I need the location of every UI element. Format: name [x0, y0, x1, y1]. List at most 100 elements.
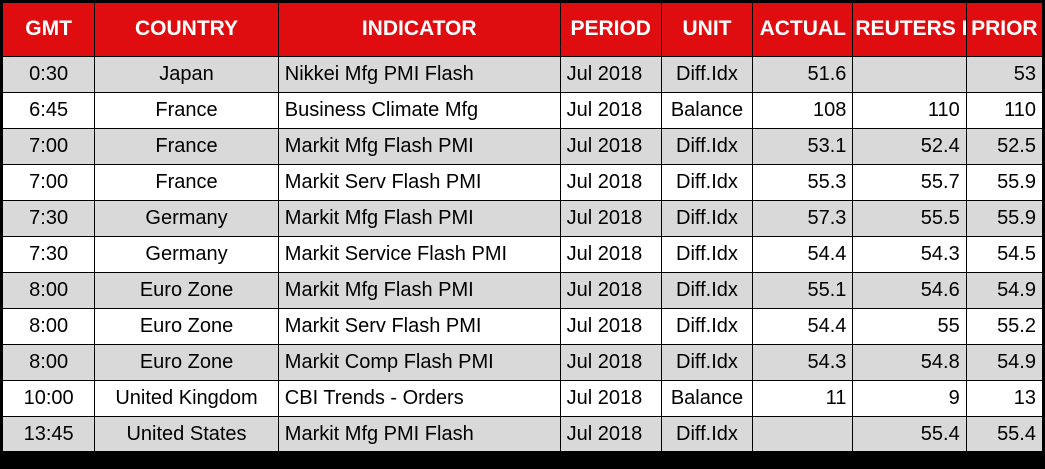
- cell-period: Jul 2018: [559, 92, 662, 129]
- column-header-gmt: GMT: [0, 1, 96, 57]
- cell-indicator: Markit Service Flash PMI: [277, 236, 561, 273]
- cell-prior: 52.5: [965, 128, 1045, 165]
- cell-gmt: 8:00: [0, 308, 96, 345]
- column-header-prior: PRIOR: [965, 1, 1045, 57]
- cell-country: Euro Zone: [94, 272, 279, 309]
- cell-period: Jul 2018: [559, 344, 662, 381]
- cell-unit: Diff.Idx: [660, 272, 754, 309]
- cell-country: Japan: [94, 56, 279, 93]
- table-row: 10:00 United Kingdom CBI Trends - Orders…: [0, 380, 1045, 417]
- cell-unit: Balance: [660, 92, 754, 129]
- cell-unit: Diff.Idx: [660, 416, 754, 453]
- cell-actual: 54.3: [752, 344, 854, 381]
- table-row: 8:00 Euro Zone Markit Serv Flash PMI Jul…: [0, 308, 1045, 345]
- cell-prior: 54.9: [965, 344, 1045, 381]
- cell-prior: 13: [965, 380, 1045, 417]
- cell-reuters-poll: 54.8: [852, 344, 967, 381]
- cell-prior: 55.9: [965, 200, 1045, 237]
- cell-prior: 55.4: [965, 416, 1045, 453]
- cell-prior: 55.9: [965, 164, 1045, 201]
- table-row: 13:45 United States Markit Mfg PMI Flash…: [0, 416, 1045, 453]
- table-row: 7:00 France Markit Serv Flash PMI Jul 20…: [0, 164, 1045, 201]
- cell-gmt: 7:30: [0, 236, 96, 273]
- table-row: 0:30 Japan Nikkei Mfg PMI Flash Jul 2018…: [0, 56, 1045, 93]
- cell-indicator: Nikkei Mfg PMI Flash: [277, 56, 561, 93]
- cell-indicator: Markit Serv Flash PMI: [277, 164, 561, 201]
- cell-indicator: Markit Comp Flash PMI: [277, 344, 561, 381]
- cell-reuters-poll: 110: [852, 92, 967, 129]
- cell-period: Jul 2018: [559, 56, 662, 93]
- cell-country: Germany: [94, 200, 279, 237]
- column-header-period: PERIOD: [559, 1, 662, 57]
- cell-unit: Diff.Idx: [660, 236, 754, 273]
- cell-unit: Diff.Idx: [660, 308, 754, 345]
- cell-reuters-poll: 55.7: [852, 164, 967, 201]
- cell-reuters-poll: [852, 56, 967, 93]
- table-row: 7:30 Germany Markit Service Flash PMI Ju…: [0, 236, 1045, 273]
- cell-period: Jul 2018: [559, 272, 662, 309]
- column-header-actual: ACTUAL: [752, 1, 854, 57]
- cell-unit: Diff.Idx: [660, 164, 754, 201]
- cell-country: Euro Zone: [94, 308, 279, 345]
- cell-country: France: [94, 92, 279, 129]
- cell-prior: 54.9: [965, 272, 1045, 309]
- cell-reuters-poll: 9: [852, 380, 967, 417]
- cell-gmt: 7:30: [0, 200, 96, 237]
- cell-country: United States: [94, 416, 279, 453]
- cell-unit: Diff.Idx: [660, 200, 754, 237]
- cell-reuters-poll: 54.3: [852, 236, 967, 273]
- cell-reuters-poll: 54.6: [852, 272, 967, 309]
- cell-period: Jul 2018: [559, 308, 662, 345]
- cell-period: Jul 2018: [559, 164, 662, 201]
- cell-prior: 54.5: [965, 236, 1045, 273]
- cell-period: Jul 2018: [559, 416, 662, 453]
- cell-prior: 55.2: [965, 308, 1045, 345]
- cell-reuters-poll: 55.5: [852, 200, 967, 237]
- cell-unit: Balance: [660, 380, 754, 417]
- cell-actual: 51.6: [752, 56, 854, 93]
- cell-country: France: [94, 164, 279, 201]
- table-row: 7:30 Germany Markit Mfg Flash PMI Jul 20…: [0, 200, 1045, 237]
- table-row: 6:45 France Business Climate Mfg Jul 201…: [0, 92, 1045, 129]
- cell-indicator: CBI Trends - Orders: [277, 380, 561, 417]
- economic-calendar-table: GMT COUNTRY INDICATOR PERIOD UNIT ACTUAL…: [0, 0, 1045, 454]
- cell-period: Jul 2018: [559, 200, 662, 237]
- table-header-row: GMT COUNTRY INDICATOR PERIOD UNIT ACTUAL…: [0, 1, 1045, 57]
- column-header-reuters-poll: REUTERS POLL: [852, 1, 967, 57]
- cell-actual: 53.1: [752, 128, 854, 165]
- column-header-country: COUNTRY: [94, 1, 279, 57]
- cell-period: Jul 2018: [559, 380, 662, 417]
- cell-indicator: Markit Mfg Flash PMI: [277, 272, 561, 309]
- cell-country: Euro Zone: [94, 344, 279, 381]
- cell-reuters-poll: 55.4: [852, 416, 967, 453]
- cell-gmt: 7:00: [0, 128, 96, 165]
- cell-unit: Diff.Idx: [660, 56, 754, 93]
- cell-indicator: Markit Mfg Flash PMI: [277, 200, 561, 237]
- table-row: 7:00 France Markit Mfg Flash PMI Jul 201…: [0, 128, 1045, 165]
- cell-gmt: 0:30: [0, 56, 96, 93]
- cell-country: Germany: [94, 236, 279, 273]
- table-row: 8:00 Euro Zone Markit Comp Flash PMI Jul…: [0, 344, 1045, 381]
- cell-gmt: 7:00: [0, 164, 96, 201]
- cell-actual: 54.4: [752, 308, 854, 345]
- cell-gmt: 10:00: [0, 380, 96, 417]
- cell-actual: 54.4: [752, 236, 854, 273]
- cell-actual: 55.3: [752, 164, 854, 201]
- cell-actual: 108: [752, 92, 854, 129]
- table-body: 0:30 Japan Nikkei Mfg PMI Flash Jul 2018…: [0, 56, 1045, 453]
- cell-reuters-poll: 55: [852, 308, 967, 345]
- cell-actual: 55.1: [752, 272, 854, 309]
- cell-actual: 57.3: [752, 200, 854, 237]
- cell-indicator: Markit Mfg Flash PMI: [277, 128, 561, 165]
- cell-unit: Diff.Idx: [660, 344, 754, 381]
- cell-prior: 53: [965, 56, 1045, 93]
- cell-period: Jul 2018: [559, 236, 662, 273]
- cell-indicator: Markit Serv Flash PMI: [277, 308, 561, 345]
- cell-gmt: 13:45: [0, 416, 96, 453]
- cell-gmt: 8:00: [0, 272, 96, 309]
- cell-period: Jul 2018: [559, 128, 662, 165]
- cell-country: United Kingdom: [94, 380, 279, 417]
- cell-indicator: Business Climate Mfg: [277, 92, 561, 129]
- cell-indicator: Markit Mfg PMI Flash: [277, 416, 561, 453]
